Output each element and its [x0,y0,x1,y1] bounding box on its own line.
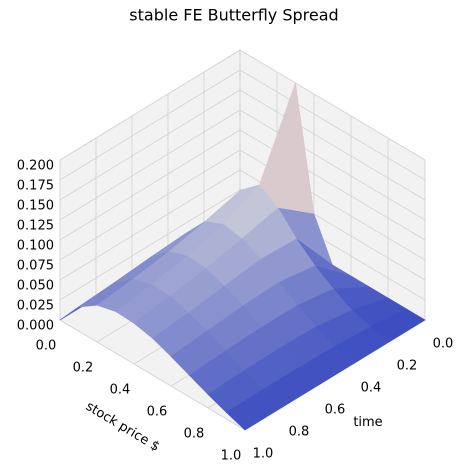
x-tick-label: 0.0 [36,339,57,354]
z-tick-label: 0.125 [17,219,54,234]
y-axis-label: time [353,415,382,430]
z-tick-label: 0.200 [17,159,54,174]
grid-line [59,169,426,281]
surface-cell [226,389,282,431]
grid-line [59,109,426,221]
grid-line [59,69,426,181]
z-tick-label: 0.100 [17,239,54,254]
chart-title: stable FE Butterfly Spread [129,6,338,25]
grid-line [59,189,426,301]
grid-line [59,129,426,241]
x-tick-label: 1.0 [221,449,242,464]
y-tick-label: 0.4 [361,381,382,396]
x-tick-label: 0.6 [147,405,168,420]
x-tick-label: 0.8 [184,427,205,442]
grid-line [59,89,426,201]
y-tick-label: 0.8 [289,425,310,440]
z-tick-label: 0.050 [17,279,54,294]
z-tick-label: 0.150 [17,199,54,214]
x-tick-label: 0.2 [73,361,94,376]
z-tick-label: 0.175 [17,179,54,194]
x-tick-label: 0.4 [110,383,131,398]
z-tick-label: 0.000 [17,319,54,334]
grid-line [59,49,426,161]
z-tick-label: 0.025 [17,299,54,314]
z-tick-label: 0.075 [17,259,54,274]
y-tick-label: 0.0 [433,337,454,352]
y-tick-label: 0.6 [325,403,346,418]
y-tick-label: 0.2 [397,359,418,374]
y-tick-label: 1.0 [253,447,274,462]
grid-line [59,149,426,261]
